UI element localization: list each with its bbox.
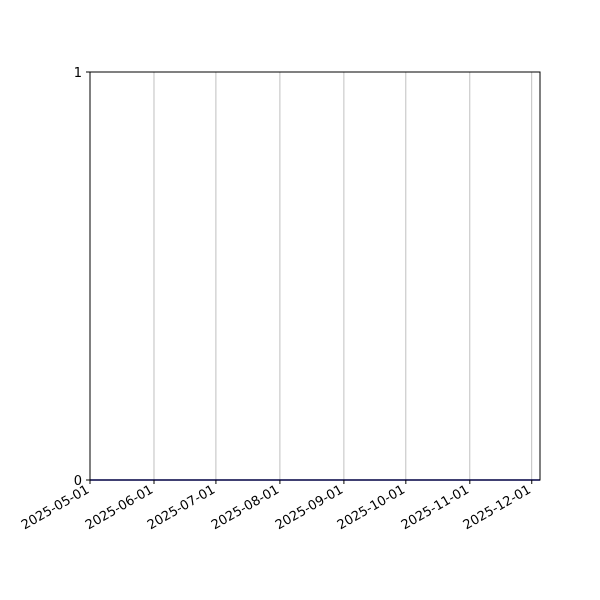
y-axis: 01: [74, 66, 90, 489]
x-tick-label: 2025-06-01: [83, 482, 156, 533]
y-tick-label: 0: [74, 474, 82, 489]
plot-frame: [89, 71, 541, 481]
x-tick-label: 2025-05-01: [19, 482, 92, 533]
y-tick-label: 1: [74, 66, 82, 81]
x-tick-label: 2025-10-01: [335, 482, 408, 533]
x-tick-label: 2025-09-01: [273, 482, 346, 533]
x-tick-label: 2025-07-01: [145, 482, 218, 533]
x-tick-label: 2025-08-01: [209, 482, 282, 533]
x-axis: 2025-05-012025-06-012025-07-012025-08-01…: [19, 480, 534, 533]
x-tick-label: 2025-12-01: [461, 482, 534, 533]
grid: [153, 72, 533, 480]
x-tick-label: 2025-11-01: [399, 482, 472, 533]
